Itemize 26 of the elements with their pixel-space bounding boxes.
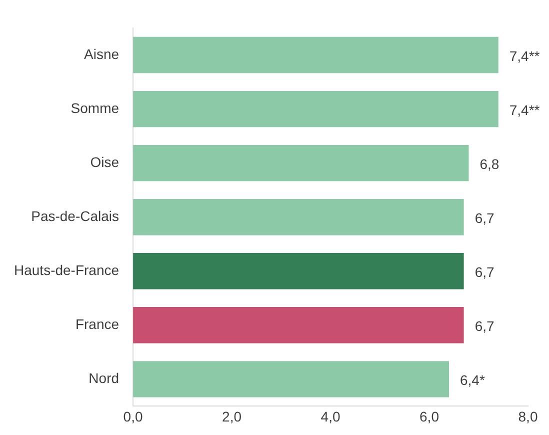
- y-tick-label: Pas-de-Calais: [31, 208, 120, 224]
- bar: [133, 36, 498, 74]
- x-tick-label: 4,0: [320, 408, 340, 424]
- y-tick-label: Nord: [88, 370, 120, 386]
- y-tick-label: France: [75, 316, 120, 332]
- data-label: 7,4**: [509, 102, 540, 118]
- data-label: 6,8: [480, 156, 500, 172]
- data-label: 6,7: [474, 210, 494, 226]
- x-tick-label: 6,0: [420, 408, 440, 424]
- bar: [133, 253, 464, 290]
- x-tick-label: 2,0: [222, 408, 242, 424]
- x-tick-label: 8,0: [518, 408, 538, 424]
- y-tick-label: Hauts-de-France: [14, 262, 120, 278]
- data-label: 6,7: [474, 264, 494, 280]
- y-tick-label: Oise: [90, 154, 120, 170]
- bar: [133, 307, 464, 344]
- x-tick-label: 0,0: [123, 408, 143, 424]
- bar: [133, 361, 450, 398]
- data-label: 6,7: [474, 318, 494, 334]
- data-label: 6,4*: [460, 372, 486, 388]
- data-label: 7,4**: [509, 48, 540, 64]
- bar: [133, 199, 464, 236]
- bar: [133, 144, 469, 182]
- bar: [133, 90, 498, 128]
- y-tick-label: Aisne: [84, 46, 120, 62]
- y-tick-label: Somme: [70, 100, 120, 116]
